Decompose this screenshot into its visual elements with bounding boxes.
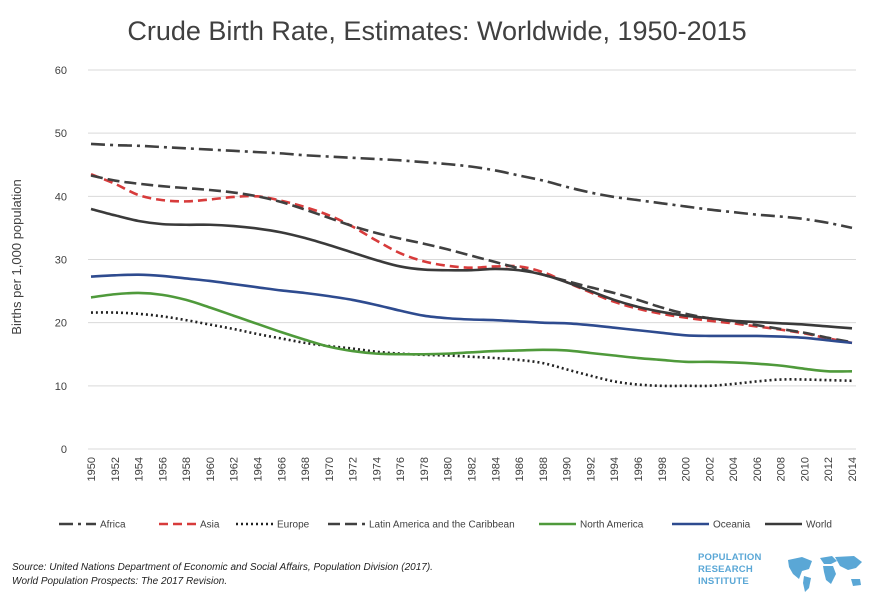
x-tick-label: 2002: [704, 457, 716, 481]
x-tick-label: 1996: [633, 457, 645, 481]
x-axis-ticks: 1950 1952 1954 1956 1958 1960 1962 1964 1966 1968…: [86, 457, 859, 481]
y-tick-label: 10: [55, 381, 67, 393]
x-tick-label: 1988: [538, 457, 550, 481]
population-research-institute-logo: POPULATION RESEARCH INSTITUTE: [698, 552, 868, 594]
x-tick-label: 1986: [514, 457, 526, 481]
x-tick-label: 1982: [467, 457, 479, 481]
x-tick-label: 2008: [776, 457, 788, 481]
logo-line-2: RESEARCH: [698, 564, 753, 575]
legend-label: Oceania: [713, 520, 751, 531]
legend-label: North America: [580, 520, 644, 531]
x-tick-label: 1968: [300, 457, 312, 481]
series-line-oceania: [90, 273, 853, 345]
y-axis-label: Births per 1,000 population: [9, 179, 24, 334]
x-tick-label: 1992: [585, 457, 597, 481]
x-tick-label: 1980: [443, 457, 455, 481]
source-line-1: Source: United Nations Department of Eco…: [12, 562, 433, 573]
x-tick-label: 1998: [657, 457, 669, 481]
source-note: Source: United Nations Department of Eco…: [12, 561, 433, 589]
gridlines: [88, 69, 856, 450]
x-tick-label: 1994: [609, 457, 621, 481]
legend-label: Africa: [100, 520, 126, 531]
x-tick-label: 1978: [419, 457, 431, 481]
x-tick-label: 2010: [799, 457, 811, 481]
chart-title: Crude Birth Rate, Estimates: Worldwide, …: [127, 16, 746, 46]
series-line-world: [90, 207, 853, 330]
world-map-icon: [788, 556, 862, 592]
y-tick-label: 40: [55, 191, 67, 203]
series-line-north-america: [90, 291, 853, 373]
source-line-2: World Population Prospects: The 2017 Rev…: [12, 576, 228, 587]
x-tick-label: 1964: [252, 457, 264, 481]
x-tick-label: 2004: [728, 457, 740, 481]
x-tick-label: 1966: [276, 457, 288, 481]
x-tick-label: 1970: [324, 457, 336, 481]
legend-label: Latin America and the Caribbean: [369, 520, 515, 531]
x-tick-label: 1972: [348, 457, 360, 481]
x-tick-label: 2012: [823, 457, 835, 481]
y-tick-label: 20: [55, 318, 67, 330]
x-tick-label: 1990: [562, 457, 574, 481]
x-tick-label: 1974: [371, 457, 383, 481]
legend-label: World: [806, 520, 832, 531]
y-tick-label: 30: [55, 255, 67, 267]
legend-label: Asia: [200, 520, 220, 531]
logo-line-3: INSTITUTE: [698, 576, 749, 587]
x-tick-label: 1958: [181, 457, 193, 481]
legend: Africa Asia Europe Latin America and the Ca…: [59, 520, 832, 531]
series-line-africa: [90, 142, 853, 230]
x-tick-label: 2000: [681, 457, 693, 481]
y-axis-ticks: 0 10 20 30 40 50 60: [55, 65, 67, 456]
x-tick-label: 1956: [157, 457, 169, 481]
x-tick-label: 1950: [86, 457, 98, 481]
legend-label: Europe: [277, 520, 310, 531]
x-tick-label: 1960: [205, 457, 217, 481]
logo-line-1: POPULATION: [698, 552, 762, 563]
x-tick-label: 1954: [134, 457, 146, 481]
y-tick-label: 0: [61, 444, 67, 456]
series-lines: [90, 142, 853, 388]
y-tick-label: 50: [55, 128, 67, 140]
x-tick-label: 1952: [110, 457, 122, 481]
x-tick-label: 1976: [395, 457, 407, 481]
x-tick-label: 1984: [490, 457, 502, 481]
series-line-europe: [90, 311, 853, 388]
x-tick-label: 1962: [229, 457, 241, 481]
x-tick-label: 2006: [752, 457, 764, 481]
series-line-asia: [90, 173, 853, 345]
logo-text: POPULATION RESEARCH INSTITUTE: [698, 552, 762, 588]
x-tick-label: 2014: [847, 457, 859, 481]
y-tick-label: 60: [55, 65, 67, 77]
